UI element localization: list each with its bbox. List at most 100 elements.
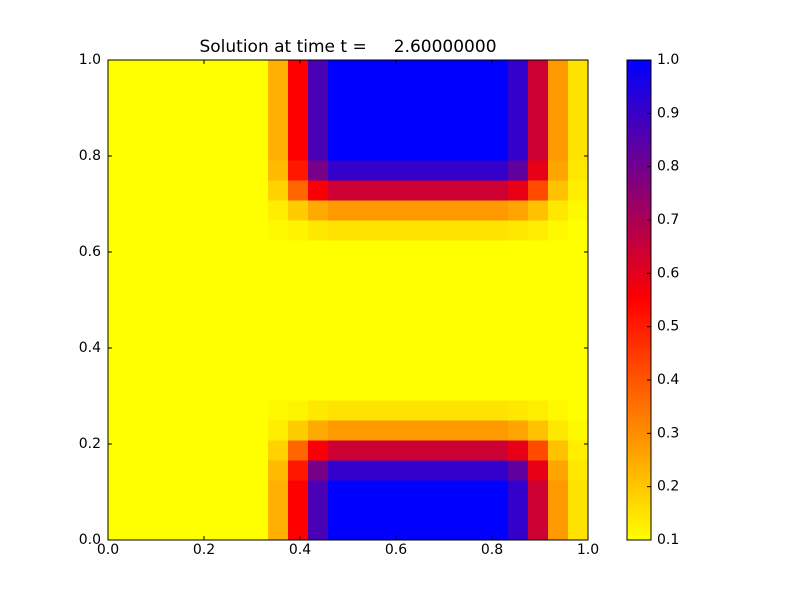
heatmap-cell xyxy=(428,120,449,141)
heatmap-cell xyxy=(388,520,409,541)
heatmap-cell xyxy=(388,420,409,441)
heatmap-cell xyxy=(428,60,449,81)
heatmap-cell xyxy=(388,60,409,81)
heatmap-cell xyxy=(148,80,169,101)
heatmap-cell xyxy=(488,100,509,121)
heatmap-cell xyxy=(508,480,529,501)
heatmap-cell xyxy=(228,480,249,501)
heatmap-cell xyxy=(328,240,349,261)
heatmap-cell xyxy=(548,460,569,481)
heatmap-cell xyxy=(168,260,189,281)
heatmap-cell xyxy=(568,340,589,361)
heatmap-cell xyxy=(148,400,169,421)
heatmap-cell xyxy=(428,280,449,301)
heatmap-cell xyxy=(408,120,429,141)
heatmap-cell xyxy=(408,300,429,321)
heatmap-cell xyxy=(408,140,429,161)
colorbar xyxy=(626,59,652,541)
heatmap-cell xyxy=(248,160,269,181)
heatmap-cell xyxy=(508,520,529,541)
heatmap-cell xyxy=(108,220,129,241)
x-tick-label: 0.2 xyxy=(193,542,215,558)
heatmap-cell xyxy=(328,200,349,221)
heatmap-cell xyxy=(108,280,129,301)
heatmap-cell xyxy=(208,400,229,421)
heatmap-cell xyxy=(408,80,429,101)
heatmap-cell xyxy=(248,180,269,201)
heatmap-cell xyxy=(568,100,589,121)
heatmap-cell xyxy=(408,180,429,201)
heatmap-cell xyxy=(148,300,169,321)
heatmap-cell xyxy=(428,500,449,521)
heatmap-cell xyxy=(108,480,129,501)
heatmap-cell xyxy=(108,120,129,141)
heatmap-cell xyxy=(248,120,269,141)
heatmap-cell xyxy=(248,520,269,541)
heatmap-cell xyxy=(208,480,229,501)
heatmap-cell xyxy=(448,160,469,181)
heatmap-cell xyxy=(528,240,549,261)
heatmap-cell xyxy=(488,200,509,221)
heatmap-cell xyxy=(188,480,209,501)
heatmap-cell xyxy=(208,100,229,121)
heatmap-cell xyxy=(268,480,289,501)
heatmap-cell xyxy=(488,460,509,481)
x-tick-label: 0.6 xyxy=(385,542,407,558)
heatmap-cell xyxy=(388,400,409,421)
heatmap-cell xyxy=(168,80,189,101)
y-tick-label: 1.0 xyxy=(79,52,101,68)
heatmap-cell xyxy=(268,180,289,201)
heatmap-cell xyxy=(368,400,389,421)
heatmap-cell xyxy=(548,340,569,361)
heatmap-cell xyxy=(188,240,209,261)
heatmap-cell xyxy=(468,420,489,441)
heatmap-cell xyxy=(448,500,469,521)
heatmap-cell xyxy=(388,440,409,461)
heatmap-cell xyxy=(308,340,329,361)
heatmap-cell xyxy=(448,180,469,201)
heatmap-cell xyxy=(248,500,269,521)
heatmap-cell xyxy=(348,200,369,221)
heatmap-cell xyxy=(328,100,349,121)
heatmap-cell xyxy=(308,140,329,161)
heatmap-cell xyxy=(448,100,469,121)
heatmap-cell xyxy=(208,500,229,521)
heatmap-cell xyxy=(408,320,429,341)
heatmap-cell xyxy=(428,320,449,341)
heatmap-cell xyxy=(408,480,429,501)
heatmap-cell xyxy=(108,500,129,521)
heatmap-cell xyxy=(428,240,449,261)
heatmap-cell xyxy=(308,500,329,521)
heatmap-cell xyxy=(148,520,169,541)
x-tick-label: 0.0 xyxy=(97,542,119,558)
heatmap-cell xyxy=(288,520,309,541)
heatmap-cell xyxy=(168,180,189,201)
heatmap-cell xyxy=(368,360,389,381)
heatmap-cell xyxy=(428,520,449,541)
heatmap-cell xyxy=(428,360,449,381)
heatmap-cell xyxy=(148,140,169,161)
heatmap-cell xyxy=(288,320,309,341)
heatmap-cell xyxy=(448,460,469,481)
heatmap-cell xyxy=(128,520,149,541)
heatmap-cell xyxy=(388,500,409,521)
heatmap-cell xyxy=(428,220,449,241)
heatmap-cell xyxy=(128,420,149,441)
colorbar-tick-label: 0.1 xyxy=(657,532,679,548)
heatmap-cell xyxy=(508,400,529,421)
heatmap-cell xyxy=(488,400,509,421)
heatmap-cell xyxy=(548,300,569,321)
heatmap-cell xyxy=(388,320,409,341)
heatmap-cell xyxy=(468,480,489,501)
heatmap-cell xyxy=(208,60,229,81)
heatmap-cell xyxy=(148,160,169,181)
heatmap-cell xyxy=(228,500,249,521)
heatmap-cell xyxy=(268,500,289,521)
heatmap-cell xyxy=(328,420,349,441)
heatmap-cell xyxy=(548,480,569,501)
heatmap-cell xyxy=(568,520,589,541)
heatmap-cell xyxy=(188,340,209,361)
heatmap-cell xyxy=(368,480,389,501)
heatmap-cell xyxy=(208,200,229,221)
heatmap-cell xyxy=(548,280,569,301)
